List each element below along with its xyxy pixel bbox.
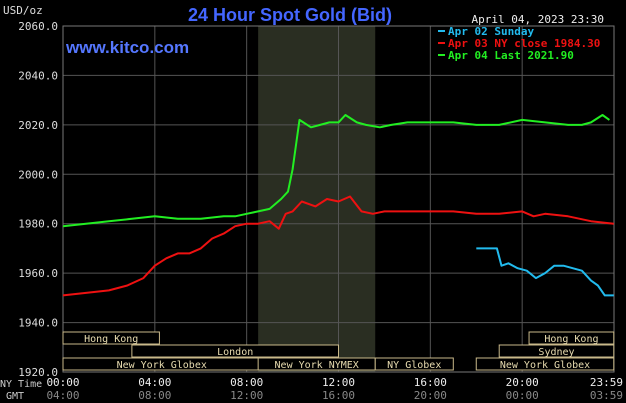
session-label: New York NYMEX <box>275 360 359 371</box>
legend-entry: Apr 04 Last 2021.90 <box>448 49 574 62</box>
x-tick-label-ny: 23:59 <box>590 376 623 389</box>
x-tick-label-gmt: 03:59 <box>590 389 623 402</box>
session-bar <box>131 344 339 358</box>
legend-entry: Apr 03 NY close 1984.30 <box>448 37 600 50</box>
session-label: Sydney <box>538 347 574 358</box>
session-bar <box>528 331 615 345</box>
y-axis-ticks: 1920.0 1940.0 1960.0 1980.0 2000.0 2020.0 2040… <box>18 20 58 379</box>
session-label: NY Globex <box>387 360 441 371</box>
y-tick-label: 2060.0 <box>18 20 58 33</box>
series-line <box>62 114 610 228</box>
y-axis-unit-label: USD/oz <box>3 4 43 17</box>
plot-border <box>62 25 615 373</box>
y-tick-label: 2000.0 <box>18 168 58 181</box>
x-axis-ticks: 00:0004:0004:0008:0008:0012:0012:0016:00… <box>46 376 623 402</box>
y-tick-label: 1920.0 <box>18 366 58 379</box>
session-bar <box>62 331 160 345</box>
x-tick-label-gmt: 08:00 <box>138 389 171 402</box>
session-label: London <box>217 347 253 358</box>
x-tick-label-ny: 12:00 <box>322 376 355 389</box>
x-tick-label-gmt: 20:00 <box>414 389 447 402</box>
y-tick-label: 2020.0 <box>18 119 58 132</box>
session-bars: Hong Kong Hong Kong London Sydney New York G… <box>62 331 615 371</box>
x-tick-label-gmt: 12:00 <box>230 389 263 402</box>
legend-entry: Apr 02 Sunday <box>448 25 534 38</box>
session-label: Hong Kong <box>544 334 598 345</box>
x-tick-label-ny: 00:00 <box>46 376 79 389</box>
series-lines <box>62 114 614 297</box>
x-tick-label-gmt: 04:00 <box>46 389 79 402</box>
kitco-watermark: www.kitco.com <box>65 38 189 57</box>
session-bar <box>475 357 615 371</box>
session-label: New York Globex <box>117 360 207 371</box>
x-tick-label-ny: 20:00 <box>506 376 539 389</box>
y-tick-label: 2040.0 <box>18 69 58 82</box>
session-label: New York Globex <box>500 360 590 371</box>
nymex-shaded-region <box>258 26 376 372</box>
x-tick-label-gmt: 16:00 <box>322 389 355 402</box>
chart-timestamp: April 04, 2023 23:30 <box>472 13 604 26</box>
series-line <box>62 195 614 297</box>
x-tick-label-gmt: 00:00 <box>506 389 539 402</box>
series-line <box>476 247 614 297</box>
x-tick-label-ny: 16:00 <box>414 376 447 389</box>
session-label: Hong Kong <box>84 334 138 345</box>
session-bar <box>498 344 615 358</box>
y-tick-label: 1980.0 <box>18 218 58 231</box>
session-bar <box>374 357 454 371</box>
x-tick-label-ny: 08:00 <box>230 376 263 389</box>
x-axis-label-ny: NY Time <box>0 379 42 390</box>
x-tick-label-ny: 04:00 <box>138 376 171 389</box>
y-tick-label: 1940.0 <box>18 317 58 330</box>
y-tick-label: 1960.0 <box>18 267 58 280</box>
chart-title: 24 Hour Spot Gold (Bid) <box>188 5 392 25</box>
x-axis-label-gmt: GMT <box>6 391 24 402</box>
